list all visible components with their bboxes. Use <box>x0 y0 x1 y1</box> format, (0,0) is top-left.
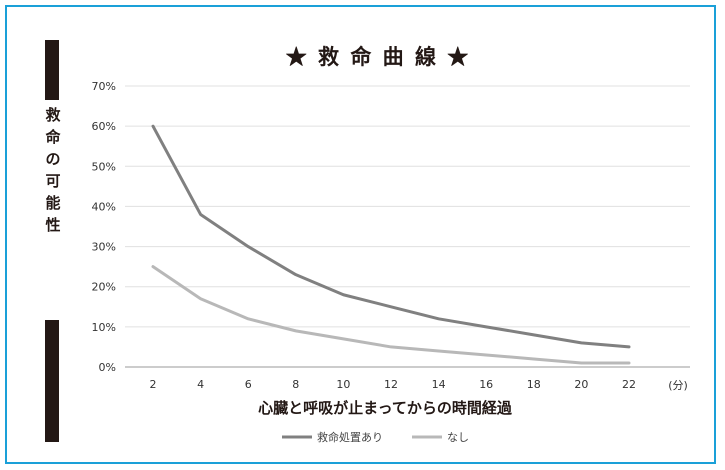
x-tick-label: 12 <box>384 378 398 391</box>
x-tick-label: 20 <box>574 378 588 391</box>
y-axis-label-char: 救 <box>45 106 61 124</box>
y-tick-label: 30% <box>92 241 116 254</box>
y-axis-label-char: 性 <box>45 216 61 234</box>
x-tick-label: 8 <box>292 378 299 391</box>
y-axis-label-char: の <box>45 150 61 168</box>
y-axis-label-char: 可 <box>45 172 61 190</box>
chart-frame <box>5 5 716 464</box>
x-tick-label: 4 <box>197 378 204 391</box>
x-tick-label: 18 <box>527 378 541 391</box>
x-axis-unit: (分) <box>668 379 688 392</box>
x-tick-label: 14 <box>432 378 446 391</box>
x-tick-label: 2 <box>150 378 157 391</box>
chart-title: ★ 救 命 曲 線 ★ <box>286 44 471 69</box>
series-line-1 <box>151 124 631 349</box>
y-tick-label: 70% <box>92 80 116 93</box>
x-tick-label: 6 <box>245 378 252 391</box>
decorative-bar-bottom <box>45 320 59 442</box>
x-tick-label: 10 <box>336 378 350 391</box>
legend-label: なし <box>447 431 469 444</box>
y-tick-label: 40% <box>92 200 116 213</box>
decorative-bar-top <box>45 40 59 100</box>
y-tick-label: 60% <box>92 120 116 133</box>
y-tick-label: 20% <box>92 281 116 294</box>
y-tick-label: 50% <box>92 160 116 173</box>
series-line-2 <box>151 265 631 365</box>
y-axis-label-char: 命 <box>45 128 61 146</box>
legend-label: 救命処置あり <box>317 430 383 444</box>
x-axis-title: 心臓と呼吸が止まってからの時間経過 <box>258 399 513 417</box>
x-tick-label: 16 <box>479 378 493 391</box>
y-tick-label: 10% <box>92 321 116 334</box>
y-axis-label-char: 能 <box>45 194 61 212</box>
y-tick-label: 0% <box>99 361 116 374</box>
y-axis-label: 救命の可能性 <box>38 104 68 236</box>
x-tick-label: 22 <box>622 378 636 391</box>
